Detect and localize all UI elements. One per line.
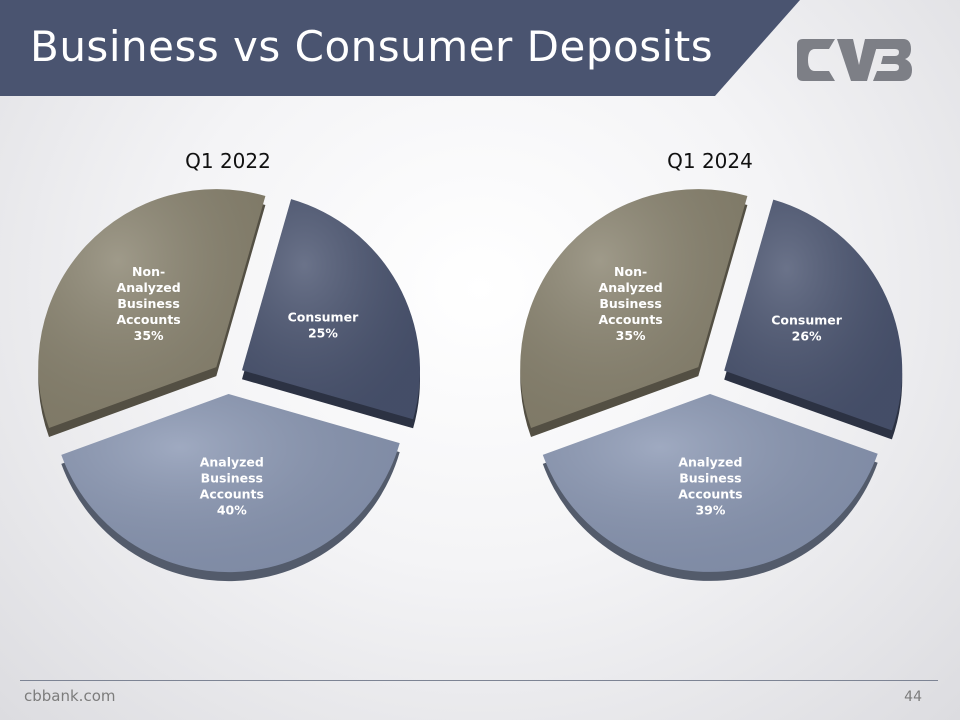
slice-value-label: 35% xyxy=(616,328,646,343)
pie-slice-non_analyzed xyxy=(38,189,266,437)
pie-slice-consumer xyxy=(241,199,421,429)
cvb-logo xyxy=(797,39,912,81)
pie-slice-analyzed xyxy=(542,393,878,581)
slice-name-line: Non- xyxy=(614,264,647,279)
slice-name-line: Accounts xyxy=(200,487,264,502)
pie-title: Q1 2022 xyxy=(185,149,271,173)
footer-divider xyxy=(20,680,938,681)
slice-label-consumer: Consumer 25% xyxy=(288,309,360,340)
page-number: 44 xyxy=(904,689,922,705)
slice-value-label: 40% xyxy=(217,503,247,518)
pie-slice-consumer xyxy=(724,199,903,440)
slice-name-line: Analyzed xyxy=(678,455,742,470)
slice-value-label: 26% xyxy=(792,328,822,343)
slice-name-line: Business xyxy=(201,471,263,486)
slice-value-label: 35% xyxy=(134,328,164,343)
slice-label-analyzed: Analyzed Business Accounts 40% xyxy=(200,455,264,518)
slice-name-line: Analyzed xyxy=(599,280,663,295)
slice-name-line: Consumer xyxy=(771,312,843,327)
slice-name-line: Consumer xyxy=(288,309,360,324)
slice-label-consumer: Consumer 26% xyxy=(771,312,843,343)
slice-value-label: 25% xyxy=(308,325,338,340)
slice-name-line: Business xyxy=(117,296,179,311)
pie-slice-non_analyzed xyxy=(520,189,748,437)
slice-name-line: Business xyxy=(679,471,741,486)
pie-slice-analyzed xyxy=(61,393,400,582)
slice-name-line: Non- xyxy=(132,264,165,279)
slice-name-line: Analyzed xyxy=(200,455,264,470)
slice-value-label: 39% xyxy=(695,503,725,518)
pie-title: Q1 2024 xyxy=(667,149,753,173)
slide-title: Business vs Consumer Deposits xyxy=(30,22,714,71)
slice-name-line: Analyzed xyxy=(117,280,181,295)
slice-name-line: Accounts xyxy=(678,487,742,502)
slice-label-non_analyzed: Non-Analyzed Business Accounts 35% xyxy=(598,264,662,343)
slice-name-line: Accounts xyxy=(116,312,180,327)
slice-name-line: Business xyxy=(599,296,661,311)
slice-name-line: Accounts xyxy=(598,312,662,327)
footer-url[interactable]: cbbank.com xyxy=(24,687,116,705)
title-band xyxy=(0,0,800,96)
slice-label-analyzed: Analyzed Business Accounts 39% xyxy=(678,455,742,518)
slice-label-non_analyzed: Non-Analyzed Business Accounts 35% xyxy=(116,264,180,343)
